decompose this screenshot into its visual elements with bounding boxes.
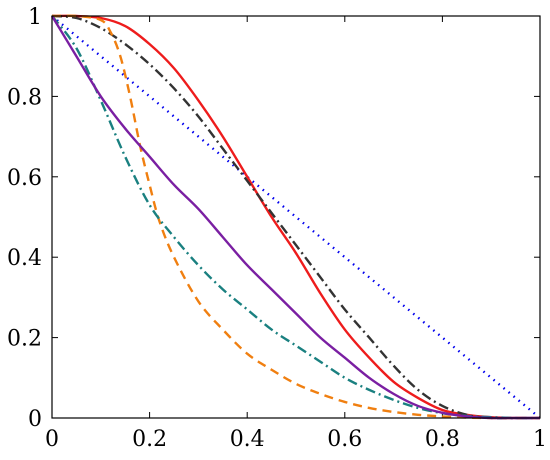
- y-tick-label: 0: [28, 407, 42, 432]
- series-line-1: [51, 15, 541, 419]
- y-tick-label: 0.8: [7, 85, 42, 110]
- x-tick-label: 0.8: [425, 427, 460, 452]
- y-tick-label: 0.6: [7, 166, 42, 191]
- tick-labels-layer: 0 0.2 0.4 0.6 0.8 1 0 0.2 0.4 0.6 0.8 1: [7, 5, 547, 452]
- x-tick-label: 0.6: [327, 427, 362, 452]
- series-line-3: [51, 14, 541, 420]
- x-tick-label: 0.4: [230, 427, 265, 452]
- series-line-4: [51, 14, 540, 420]
- series-layer: [50, 14, 541, 420]
- x-tick-label: 0: [45, 427, 59, 452]
- plot-frame: [51, 15, 541, 419]
- series-line-6: [50, 15, 540, 420]
- y-tick-label: 1: [28, 5, 42, 30]
- x-tick-label: 1: [533, 427, 547, 452]
- x-tick-label: 0.2: [132, 427, 167, 452]
- y-tick-label: 0.2: [7, 327, 42, 352]
- y-tick-label: 0.4: [7, 246, 42, 271]
